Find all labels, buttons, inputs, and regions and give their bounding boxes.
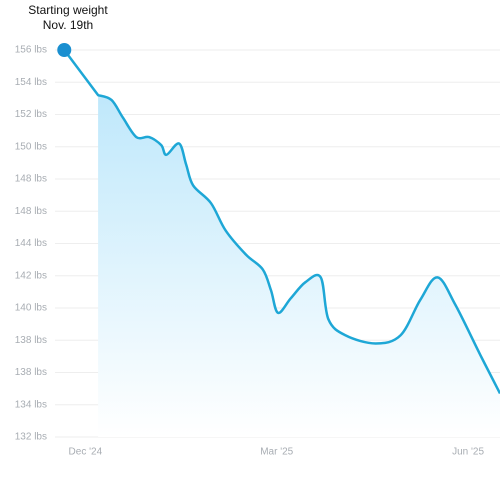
y-tick-label: 138 lbs xyxy=(15,335,47,346)
y-tick-label: 132 lbs xyxy=(15,432,47,443)
y-tick-label: 138 lbs xyxy=(15,367,47,378)
line xyxy=(63,49,500,395)
annotation: Starting weight xyxy=(28,3,108,17)
annotation: Nov. 19th xyxy=(43,18,93,32)
y-tick-label: 156 lbs xyxy=(15,45,47,56)
area xyxy=(98,95,500,437)
y-tick-label: 134 lbs xyxy=(15,399,47,410)
y-tick-label: 144 lbs xyxy=(15,238,47,249)
y-tick-label: 140 lbs xyxy=(15,303,47,314)
start-point xyxy=(57,43,72,57)
y-tick-label: 148 lbs xyxy=(15,174,47,185)
x-tick-label: Dec '24 xyxy=(69,447,103,458)
x-tick-label: Mar '25 xyxy=(260,447,293,458)
y-tick-label: 148 lbs xyxy=(15,206,47,217)
y-tick-label: 142 lbs xyxy=(15,270,47,281)
y-tick-label: 154 lbs xyxy=(15,77,47,88)
y-tick-label: 152 lbs xyxy=(15,109,47,120)
y-tick-label: 150 lbs xyxy=(15,141,47,152)
x-tick-label: Jun '25 xyxy=(452,447,484,458)
